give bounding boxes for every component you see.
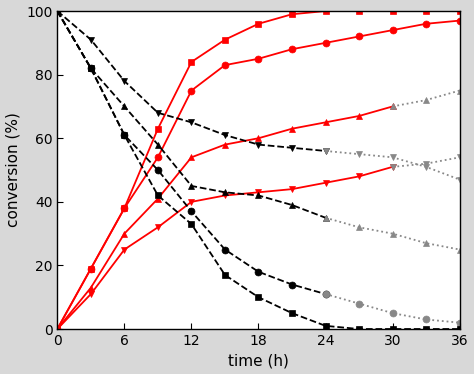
Y-axis label: conversion (%): conversion (%) [6,113,20,227]
X-axis label: time (h): time (h) [228,353,289,368]
